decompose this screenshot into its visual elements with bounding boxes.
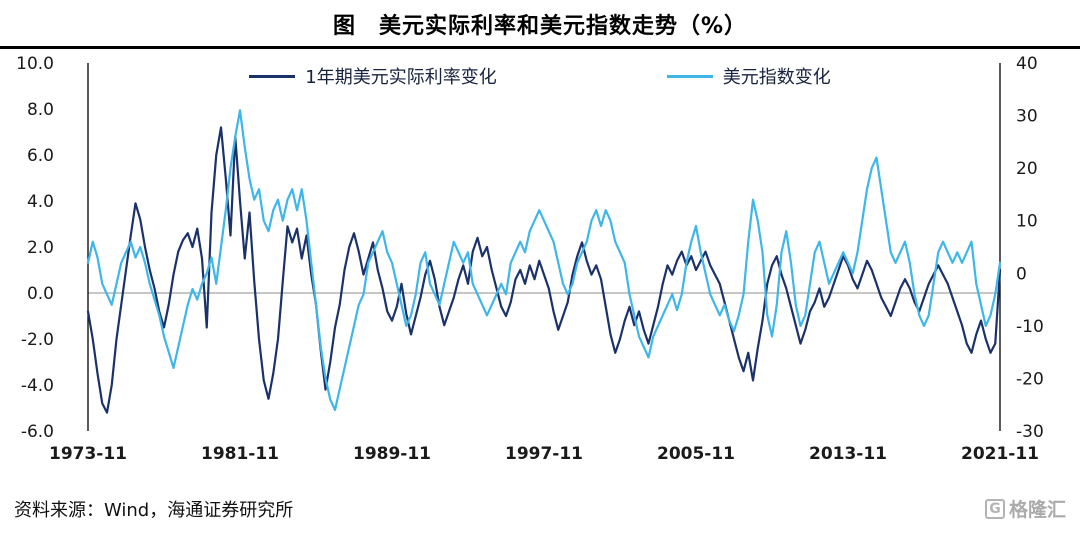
svg-text:30: 30 — [1016, 107, 1038, 127]
svg-text:-30: -30 — [1016, 422, 1044, 442]
svg-text:2021-11: 2021-11 — [961, 444, 1039, 464]
svg-text:-2.0: -2.0 — [21, 330, 54, 350]
svg-text:40: 40 — [1016, 54, 1038, 74]
svg-text:-20: -20 — [1016, 369, 1044, 389]
footer: 资料来源：Wind，海通证券研究所 G 格隆汇 — [0, 489, 1080, 530]
svg-text:1973-11: 1973-11 — [49, 444, 127, 464]
svg-text:0: 0 — [1016, 264, 1027, 284]
line-chart: 10.0 8.0 6.0 4.0 2.0 0.0 -2.0 -4.0 -6.0 40 30 20 10 0… — [16, 54, 1044, 464]
svg-text:20: 20 — [1016, 159, 1038, 179]
gelonghui-logo-text: 格隆汇 — [1008, 499, 1066, 521]
svg-text:1981-11: 1981-11 — [201, 444, 279, 464]
svg-text:-6.0: -6.0 — [21, 422, 54, 442]
svg-text:6.0: 6.0 — [27, 146, 54, 166]
svg-text:-4.0: -4.0 — [21, 376, 54, 396]
svg-text:-10: -10 — [1016, 317, 1044, 337]
svg-text:2013-11: 2013-11 — [809, 444, 887, 464]
chart-area: 10.0 8.0 6.0 4.0 2.0 0.0 -2.0 -4.0 -6.0 40 30 20 10 0… — [0, 49, 1080, 489]
svg-text:1989-11: 1989-11 — [353, 444, 431, 464]
svg-text:2005-11: 2005-11 — [657, 444, 735, 464]
svg-text:0.0: 0.0 — [27, 284, 54, 304]
svg-text:10.0: 10.0 — [16, 54, 54, 74]
page-title: 图 美元实际利率和美元指数走势（%） — [332, 14, 748, 39]
chart-title-bar: 图 美元实际利率和美元指数走势（%） — [0, 0, 1080, 49]
svg-text:1997-11: 1997-11 — [505, 444, 583, 464]
source-note: 资料来源：Wind，海通证券研究所 — [14, 499, 294, 521]
svg-text:8.0: 8.0 — [27, 100, 54, 120]
gelonghui-logo: G 格隆汇 — [984, 495, 1066, 522]
svg-text:2.0: 2.0 — [27, 238, 54, 258]
svg-text:4.0: 4.0 — [27, 192, 54, 212]
svg-text:10: 10 — [1016, 212, 1038, 232]
gelonghui-logo-icon: G — [984, 498, 1005, 519]
